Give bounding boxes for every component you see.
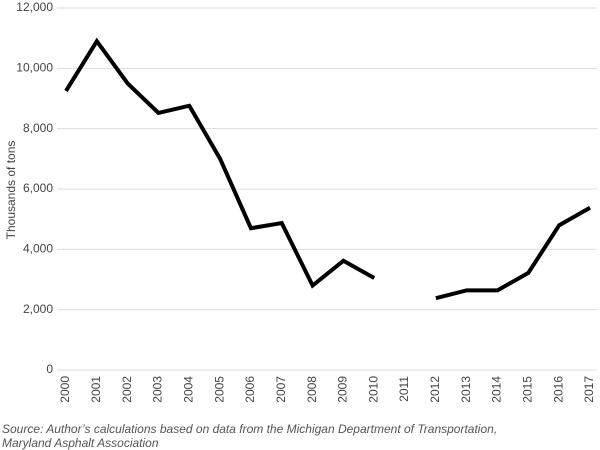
data-line xyxy=(64,37,591,301)
source-line: Source: Author’s calculations based on d… xyxy=(2,422,497,436)
x-tick-label: 2006 xyxy=(243,376,257,403)
y-tick-label: 0 xyxy=(46,362,53,376)
x-tick-label: 2004 xyxy=(181,376,195,403)
y-tick-label: 10,000 xyxy=(16,61,53,75)
x-tick-label: 2013 xyxy=(459,376,473,403)
x-tick-label: 2016 xyxy=(551,376,565,403)
x-tick-label: 2014 xyxy=(490,376,504,403)
y-tick-label: 8,000 xyxy=(23,121,53,135)
x-tick-label: 2017 xyxy=(582,376,596,403)
x-tick-label: 2012 xyxy=(428,376,442,403)
x-tick-label: 2007 xyxy=(274,376,288,403)
x-tick-label: 2009 xyxy=(336,376,350,403)
y-tick-label: 12,000 xyxy=(16,0,53,14)
x-tick-label: 2011 xyxy=(397,376,411,402)
x-tick-label: 2001 xyxy=(89,376,103,403)
y-tick-label: 4,000 xyxy=(23,242,53,256)
x-tick-label: 2010 xyxy=(366,376,380,403)
x-tick-label: 2008 xyxy=(305,376,319,403)
source-line: Maryland Asphalt Association xyxy=(2,436,159,450)
x-tick-label: 2015 xyxy=(521,376,535,403)
x-tick-label: 2003 xyxy=(151,376,165,403)
x-tick-label: 2000 xyxy=(58,376,72,403)
y-tick-label: 6,000 xyxy=(23,181,53,195)
x-tick-label: 2005 xyxy=(212,376,226,403)
y-tick-label: 2,000 xyxy=(23,302,53,316)
x-tick-label: 2002 xyxy=(120,376,134,403)
y-axis-label: Thousands of tons xyxy=(4,141,18,240)
